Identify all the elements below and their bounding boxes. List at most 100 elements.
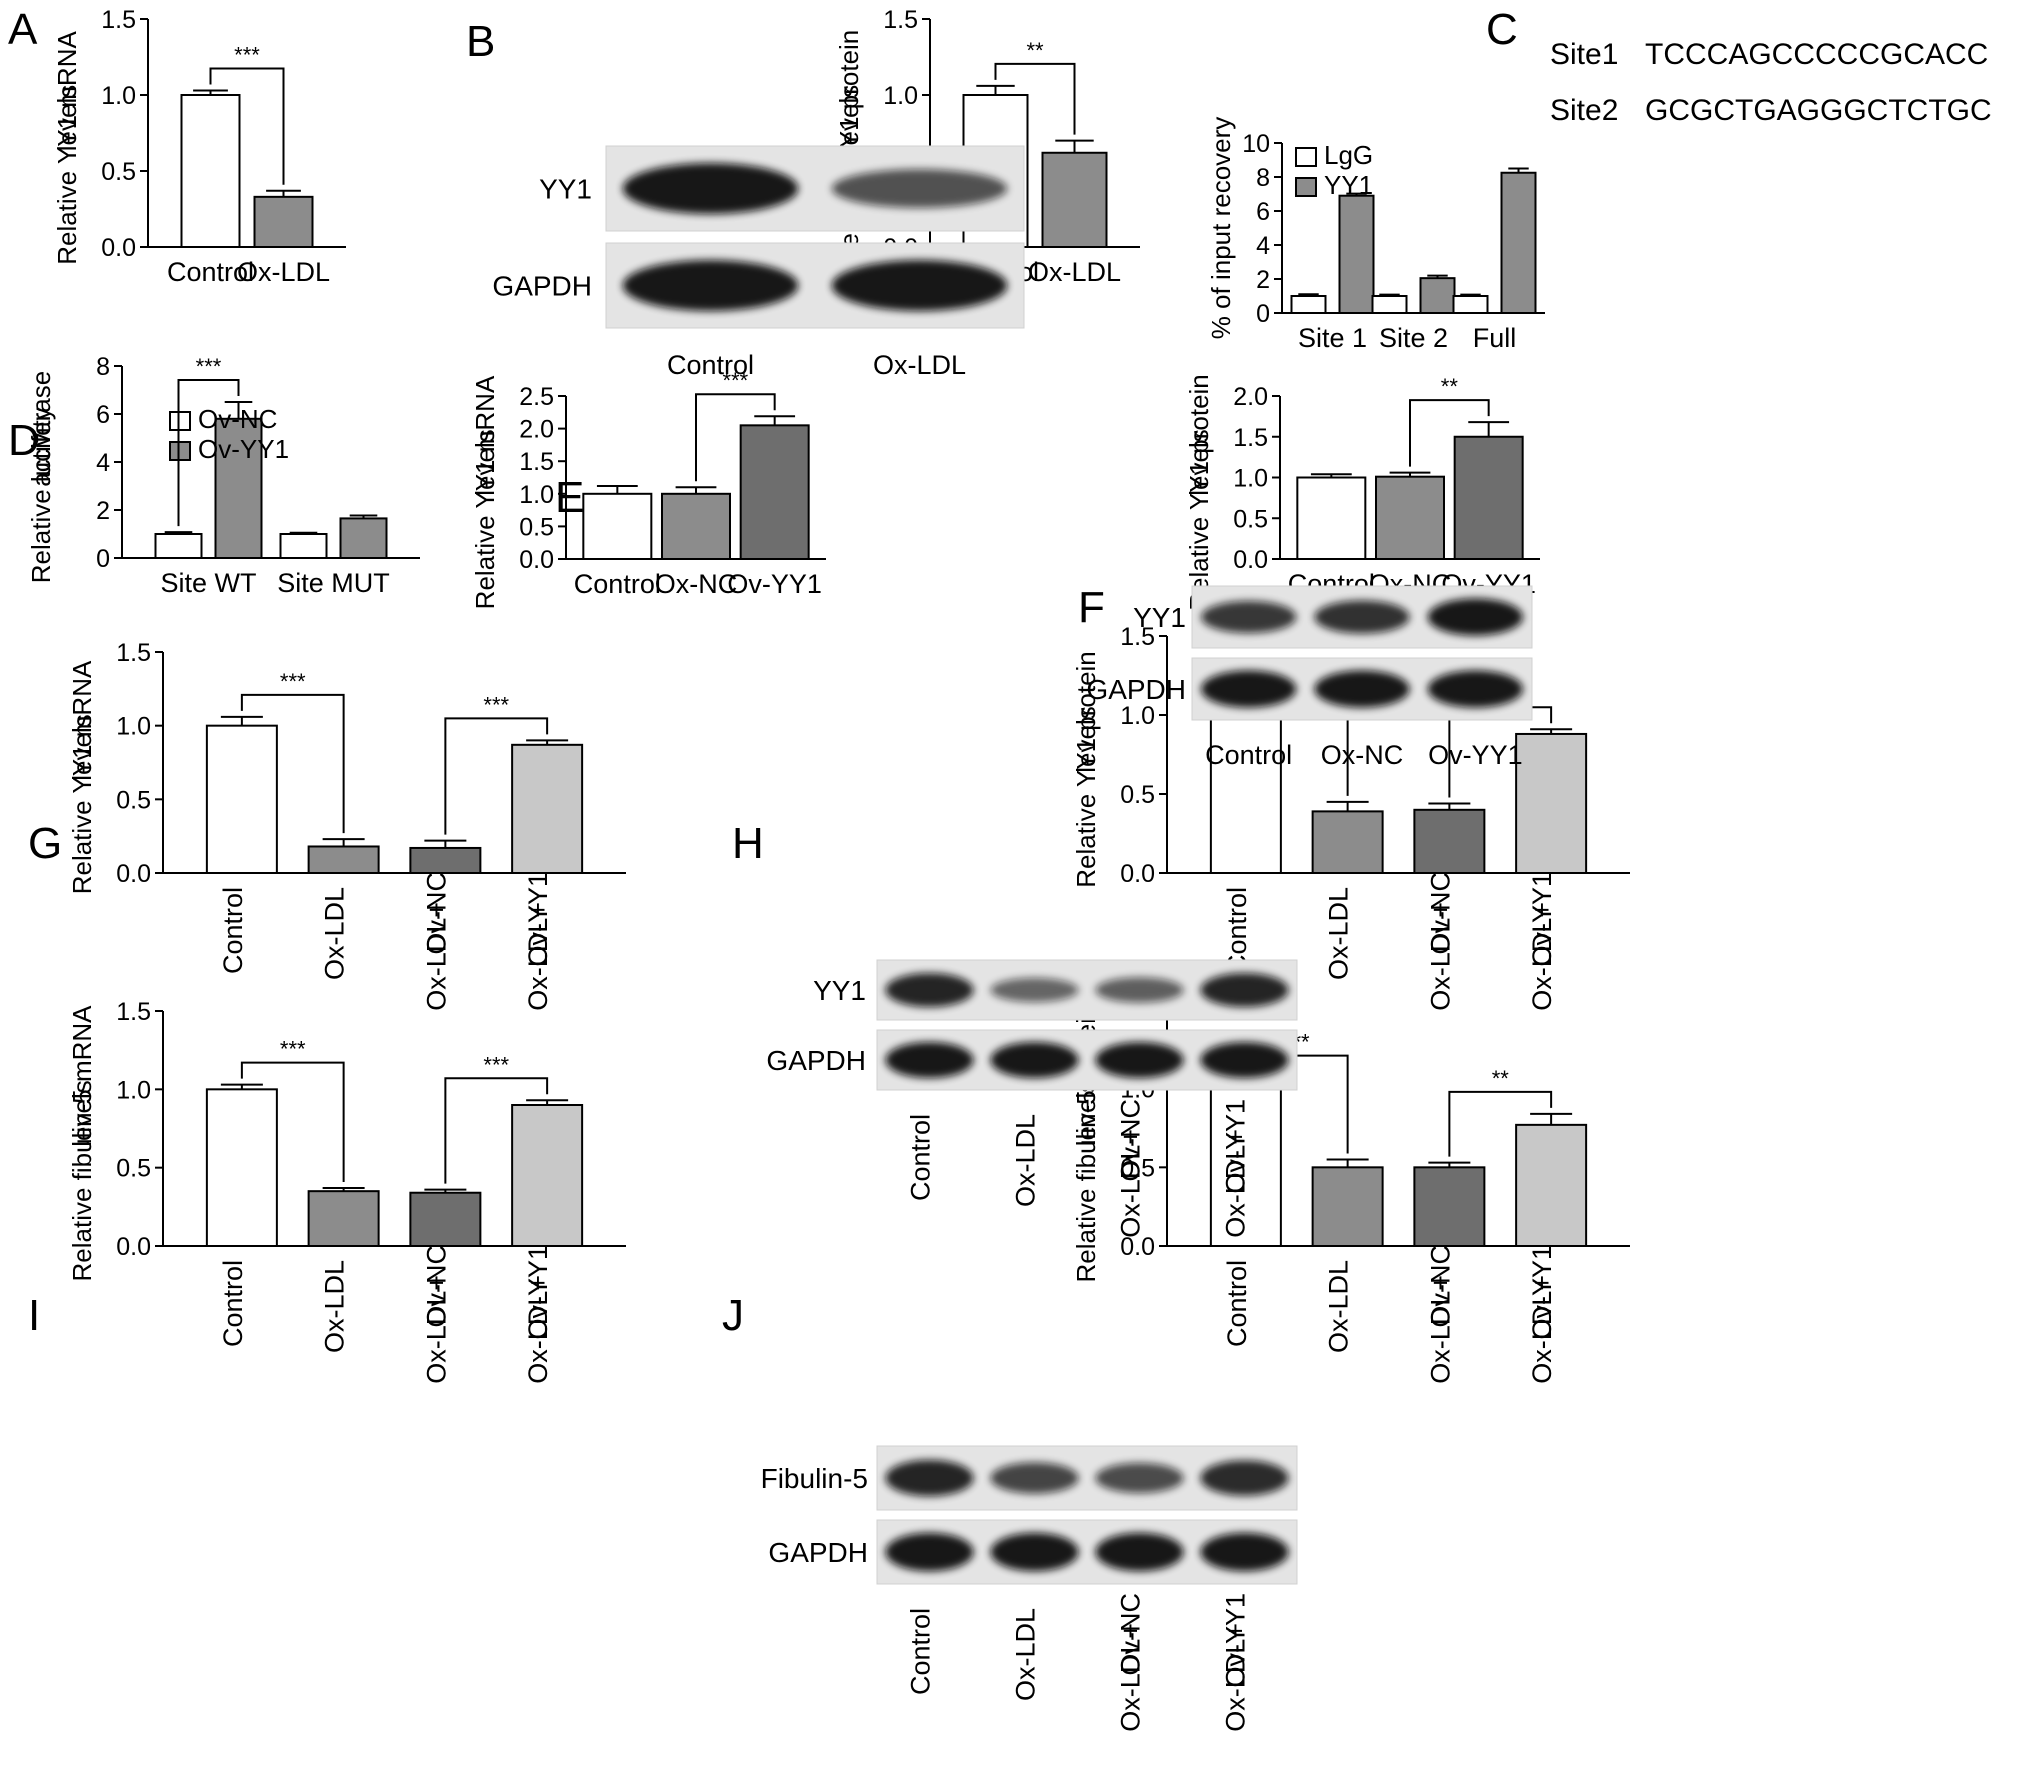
legend-label: Ov-NC [198,404,277,434]
significance-label: *** [280,669,306,694]
blot-b: YY1 GAPDH Control Ox-LDL [492,145,1025,380]
y-axis-label: % of input recovery [1206,117,1236,340]
y-tick-label: 0.5 [101,158,136,186]
y-tick-label: 0.0 [116,860,151,888]
x-tick-label: Ox-LDL [1324,1260,1354,1353]
y-axis-label: Relative fibulin-5 mRNAlevels [67,1005,97,1282]
blot-band-label: GAPDH [768,1537,868,1568]
site2-name: Site2 [1550,94,1618,127]
blot-lane-label: Ox-LDL+Ov-NC [1116,1593,1146,1732]
x-tick-label: Site 2 [1379,323,1448,353]
bar [1515,732,1588,875]
y-tick-label: 0.0 [519,546,554,574]
bar [409,846,482,874]
significance-bracket [1409,399,1490,467]
chart-d: 0 2 4 6 8 Relative luciferaseactivity Site WT S… [26,353,420,598]
y-tick-label: 0.5 [1120,781,1155,809]
x-tick-label: Control [218,887,248,974]
panel-label-h: H [732,819,764,868]
y-tick-label: 2.0 [519,416,554,444]
y-tick-label: 2.0 [1233,383,1268,411]
bar [1375,475,1445,560]
blot-band [990,977,1079,1003]
blot-band [885,972,974,1008]
y-tick-label: 1.5 [1233,424,1268,452]
bar [205,1088,278,1248]
x-tick-label: Ox-LDL+Ov-YY1 [1527,872,1557,1011]
site1-name: Site1 [1550,38,1618,71]
x-tick-label: Ox-LDL+Ov-YY1 [523,872,553,1011]
y-tick-label: 0.5 [519,513,554,541]
y-tick-label: 8 [1256,164,1270,192]
panel-label-a: A [8,5,38,54]
blot-lane-label: Control [906,1114,936,1201]
blot-band-label: YY1 [539,174,592,205]
panel-label-d: D [8,416,40,465]
x-tick-label: Ox-LDL+Ov-YY1 [523,1245,553,1384]
charts-layer: 0.0 0.5 1.0 1.5 Relative YY1 mRNAlevels Contr… [26,6,1630,1384]
y-tick-label: 1.0 [519,481,554,509]
legend-swatch [1295,147,1317,167]
bar [1452,295,1489,314]
significance-label: *** [483,1052,509,1077]
legend-label: LgG [1324,140,1373,170]
significance-bracket [240,1061,345,1183]
significance-label: ** [1026,38,1044,63]
blot-band [990,1462,1079,1494]
bar [1371,295,1408,314]
significance-bracket [444,1077,549,1184]
x-tick-label: Ox-LDL [320,1260,350,1353]
bar [180,94,241,248]
blot-j: Fibulin-5 GAPDH Control Ox-LDL Ox-LDL+Ov-NC O… [761,1445,1298,1732]
x-tick-label: Ox-LDL+Ov-YY1 [1527,1245,1557,1384]
y-tick-label: 0.5 [1120,1154,1155,1182]
significance-bracket [177,379,240,527]
blot-band [1095,1462,1184,1494]
blot-band [831,169,1008,208]
blot-band [1200,1042,1289,1078]
bar [739,424,810,560]
bar [511,743,584,874]
bar [1311,1166,1384,1248]
x-tick-label: Ov-YY1 [727,569,822,599]
blot-band [1201,670,1297,708]
blot-band [990,1532,1079,1572]
significance-label: ** [1441,374,1459,399]
legend-swatch [1295,177,1317,197]
significance-label: *** [483,692,509,717]
blot-band [622,260,799,311]
legend-label: Ov-YY1 [198,434,289,464]
bar [1338,194,1375,314]
y-tick-label: 0.0 [1233,546,1268,574]
blot-band [1095,1042,1184,1078]
blot-lane-label: Ox-LDL [1011,1608,1041,1701]
significance-label: *** [196,354,222,379]
y-tick-label: 1.5 [116,998,151,1026]
x-tick-label: Site 1 [1298,323,1367,353]
significance-bracket [444,717,549,835]
y-tick-label: 0.0 [1120,860,1155,888]
significance-label: *** [722,368,748,393]
blot-lane-label: Ov-YY1 [1428,740,1523,770]
significance-label: *** [234,42,260,67]
bar [339,517,388,560]
bar [1453,435,1524,560]
blot-lane-label: Control [667,350,754,380]
y-tick-label: 0.5 [116,786,151,814]
x-tick-label: Full [1473,323,1517,353]
y-tick-label: 0.0 [101,234,136,262]
blot-band [1095,977,1184,1003]
blot-lane-label: Ox-LDL+Ov-YY1 [1221,1593,1251,1732]
y-tick-label: 0.5 [1233,505,1268,533]
bar [279,533,328,559]
blot-lane-label: Ox-LDL+Ov-YY1 [1221,1099,1251,1238]
blot-band-label: Fibulin-5 [761,1463,868,1494]
y-tick-label: 4 [96,449,110,477]
y-axis-label: Relative YY1 proteinlevels [1071,651,1101,888]
chart-e: 0.0 0.5 1.0 1.5 2.0 2.5 Relative YY1 mRNAlevel… [470,368,826,609]
chart-c: 0 2 4 6 8 10% of input recovery Site 1 Site 2 Fu… [1206,117,1545,353]
y-tick-label: 6 [96,401,110,429]
blot-lane-label: Ox-LDL [1011,1114,1041,1207]
chart-g: 0.0 0.5 1.0 1.5 Relative YY1 mRNAlevels Contr… [67,639,626,1011]
